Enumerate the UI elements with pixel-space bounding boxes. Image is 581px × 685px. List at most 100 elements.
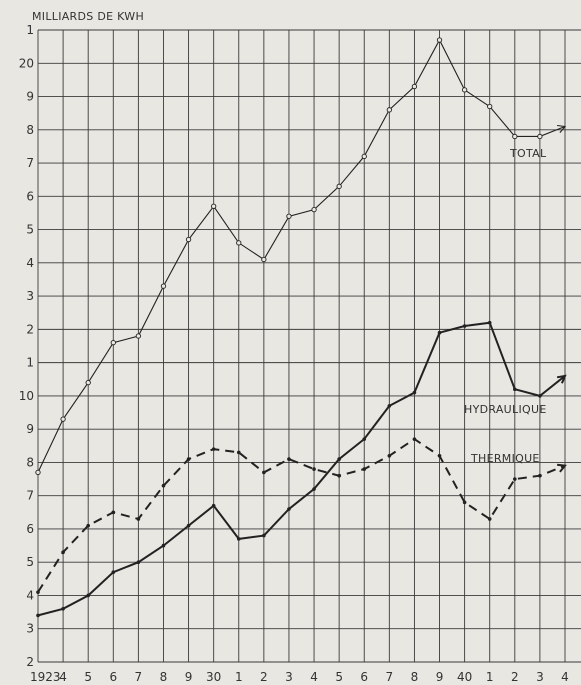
- data-point-total: [436, 37, 443, 43]
- data-point-thermique: [86, 523, 90, 528]
- data-point-hydraulique: [362, 437, 367, 441]
- x-tick-label: 1923: [30, 670, 61, 684]
- series: [35, 37, 567, 618]
- data-point-thermique: [186, 457, 191, 461]
- y-tick-label: 4: [26, 256, 34, 270]
- x-tick-label: 3: [536, 670, 544, 684]
- y-tick-label: 9: [26, 90, 34, 104]
- data-point-hydraulique: [186, 523, 191, 528]
- data-point-hydraulique: [487, 320, 492, 325]
- data-point-hydraulique: [86, 593, 90, 598]
- x-tick-label: 1: [235, 670, 243, 684]
- data-point-hydraulique: [337, 457, 341, 461]
- x-tick-label: 2: [511, 670, 519, 684]
- data-point-thermique: [513, 477, 517, 481]
- data-point-total: [537, 133, 543, 140]
- data-point-hydraulique: [387, 404, 392, 408]
- data-point-thermique: [136, 517, 141, 521]
- y-tick-label: 1: [26, 356, 34, 370]
- data-point-total: [236, 240, 242, 246]
- series-label-total: TOTAL: [509, 147, 547, 160]
- data-point-hydraulique: [287, 507, 291, 511]
- y-tick-label: 9: [26, 422, 34, 436]
- data-point-thermique: [111, 510, 116, 515]
- x-tick-label: 40: [457, 670, 472, 684]
- data-point-total: [512, 133, 518, 140]
- data-point-total: [160, 283, 167, 289]
- data-point-hydraulique: [412, 390, 417, 395]
- data-point-hydraulique: [236, 537, 241, 541]
- y-ticks: 2 3 4 5 6 7 8 9 10 1 2 3 4 5 6 7 8 9 20 1: [19, 23, 34, 669]
- data-point-total: [361, 153, 367, 160]
- data-point-total: [311, 206, 317, 213]
- y-tick-label: 2: [26, 655, 34, 669]
- x-tick-label: 4: [59, 670, 67, 684]
- x-tick-label: 6: [109, 670, 117, 684]
- series-line-hydraulique: [37, 321, 566, 617]
- data-point-hydraulique: [513, 387, 517, 392]
- x-tick-label: 5: [84, 670, 92, 684]
- x-tick-label: 6: [360, 670, 368, 684]
- data-point-total: [487, 103, 493, 110]
- y-tick-label: 7: [26, 156, 34, 170]
- data-point-total: [35, 469, 41, 476]
- data-point-total: [110, 340, 116, 346]
- data-point-thermique: [538, 473, 542, 478]
- data-point-hydraulique: [262, 533, 266, 538]
- data-point-total: [60, 416, 66, 422]
- x-tick-label: 3: [285, 670, 293, 684]
- y-tick-label: 6: [26, 522, 34, 536]
- data-point-hydraulique: [36, 613, 40, 618]
- y-tick-label: 1: [26, 23, 34, 37]
- y-tick-label: 2: [26, 322, 34, 336]
- data-point-thermique: [61, 550, 65, 555]
- y-tick-label: 10: [19, 389, 34, 403]
- data-point-thermique: [312, 467, 316, 471]
- data-point-total: [336, 183, 342, 189]
- data-point-total: [261, 256, 267, 263]
- y-axis-label: MILLIARDS DE KWH: [32, 10, 144, 23]
- data-point-total: [135, 333, 142, 339]
- data-point-thermique: [462, 500, 467, 505]
- data-point-hydraulique: [211, 503, 216, 508]
- data-point-thermique: [387, 453, 392, 458]
- series-label-thermique: THERMIQUE: [470, 452, 540, 465]
- x-tick-label: 30: [206, 670, 221, 684]
- y-tick-label: 8: [26, 123, 34, 137]
- y-tick-label: 8: [26, 455, 34, 469]
- x-tick-label: 4: [561, 670, 569, 684]
- data-point-hydraulique: [111, 570, 116, 574]
- data-point-thermique: [262, 470, 266, 475]
- series-arrow-total: [557, 124, 567, 133]
- data-point-hydraulique: [437, 330, 442, 335]
- data-point-hydraulique: [538, 394, 542, 398]
- y-tick-label: 4: [26, 588, 34, 602]
- data-point-hydraulique: [61, 606, 65, 611]
- x-tick-label: 1: [486, 670, 494, 684]
- y-tick-label: 3: [26, 289, 34, 303]
- data-point-thermique: [287, 457, 291, 461]
- y-tick-label: 3: [26, 622, 34, 636]
- x-tick-label: 7: [386, 670, 394, 684]
- series-line-thermique: [37, 437, 566, 593]
- data-point-thermique: [236, 450, 241, 455]
- data-point-thermique: [487, 517, 492, 521]
- series-arrow-hydraulique: [556, 374, 567, 384]
- data-point-total: [286, 213, 292, 219]
- data-point-thermique: [337, 473, 341, 478]
- data-point-hydraulique: [462, 324, 467, 328]
- series-label-hydraulique: HYDRAULIQUE: [464, 403, 547, 416]
- grid: [37, 29, 581, 663]
- data-point-total: [386, 107, 392, 113]
- series-arrow-thermique: [556, 463, 567, 473]
- data-point-thermique: [437, 453, 442, 458]
- data-point-thermique: [412, 437, 417, 441]
- series-labels: TOTAL HYDRAULIQUE THERMIQUE: [464, 147, 547, 465]
- y-tick-label: 20: [19, 56, 34, 70]
- data-point-total: [185, 236, 192, 243]
- x-tick-label: 8: [411, 670, 419, 684]
- x-tick-label: 2: [260, 670, 268, 684]
